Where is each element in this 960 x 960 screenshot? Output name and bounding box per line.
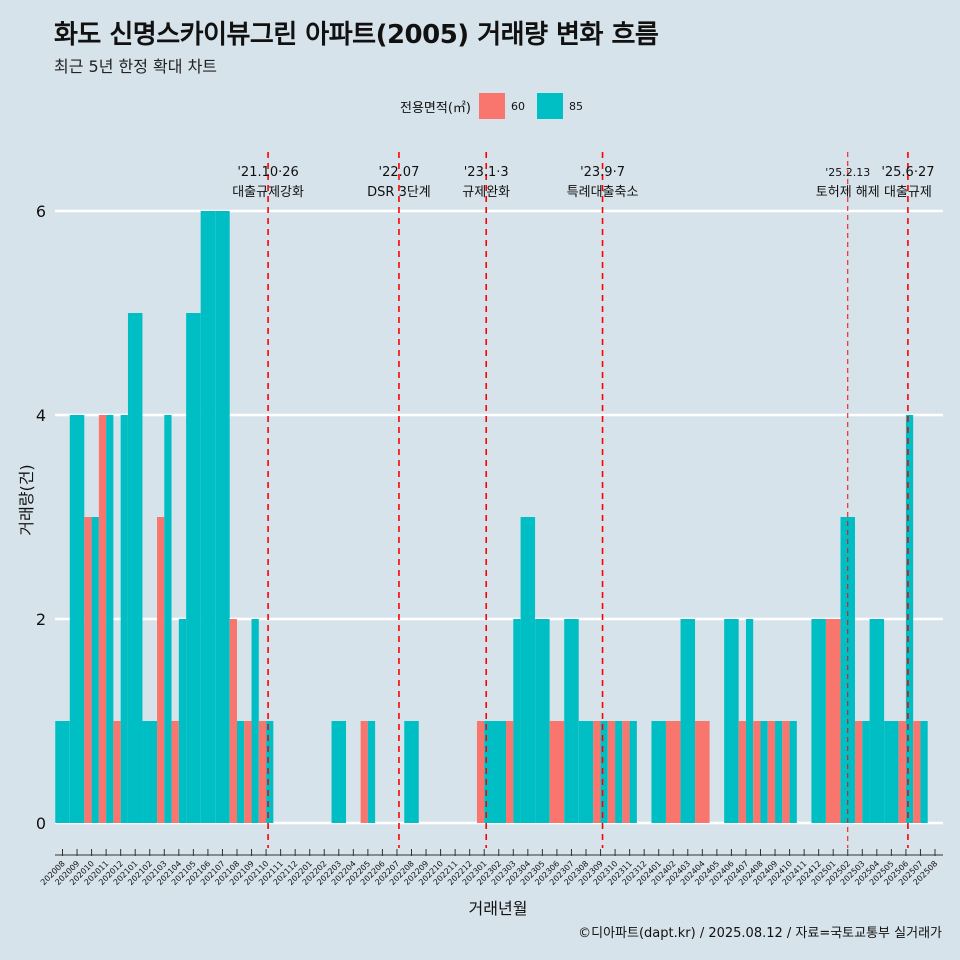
event-date-label: '23.1·3 bbox=[464, 165, 509, 180]
bar-85-202106 bbox=[200, 211, 216, 823]
bar-85-202311 bbox=[629, 721, 637, 823]
bar-85-202009 bbox=[69, 415, 85, 823]
bar-85-202101 bbox=[127, 313, 143, 823]
bar-60-202309 bbox=[593, 721, 601, 823]
bar-85-202507 bbox=[920, 721, 928, 823]
bar-60-202503 bbox=[855, 721, 863, 823]
event-date-label: '25.2.13 bbox=[825, 166, 870, 179]
y-tick-label: 4 bbox=[36, 406, 46, 425]
bar-85-202110 bbox=[266, 721, 274, 823]
bar-85-202108 bbox=[237, 721, 245, 823]
bar-60-202011 bbox=[98, 415, 107, 823]
x-axis-title: 거래년월 bbox=[469, 899, 528, 918]
y-tick-label: 0 bbox=[36, 814, 46, 833]
legend: 전용면적(㎡) 60 85 bbox=[400, 92, 595, 120]
bar-85-202505 bbox=[884, 721, 899, 823]
bar-60-202408 bbox=[753, 721, 761, 823]
event-date-label: '22.07 bbox=[379, 165, 420, 180]
legend-label-60: 60 bbox=[510, 99, 525, 113]
bar-60-202310 bbox=[607, 721, 616, 823]
bar-85-202408 bbox=[760, 721, 768, 823]
event-date-label: '21.10·26 bbox=[237, 165, 298, 180]
bar-60-202306 bbox=[549, 721, 565, 823]
bar-60-202506 bbox=[898, 721, 906, 823]
bar-60-202311 bbox=[622, 721, 630, 823]
bar-85-202102 bbox=[142, 721, 157, 823]
bar-85-202109 bbox=[251, 619, 259, 823]
bar-85-202304 bbox=[520, 517, 536, 823]
bar-85-202208 bbox=[404, 721, 419, 823]
bar-60-202404 bbox=[695, 721, 710, 823]
bar-85-202403 bbox=[680, 619, 696, 823]
bar-85-202302 bbox=[491, 721, 506, 823]
bar-85-202301 bbox=[484, 721, 492, 823]
event-name-label: 규제완화 bbox=[462, 185, 510, 200]
event-name-label: 대출규제강화 bbox=[232, 185, 304, 200]
bar-85-202104 bbox=[178, 619, 187, 823]
bar-85-202412 bbox=[811, 619, 826, 823]
event-date-label: '23.9·7 bbox=[580, 165, 625, 180]
event-name-label: 토허제 해제 bbox=[816, 185, 880, 200]
bar-85-202308 bbox=[578, 721, 594, 823]
bar-60-202409 bbox=[767, 721, 776, 823]
y-axis-title: 거래량(건) bbox=[17, 464, 36, 535]
legend-label-85: 85 bbox=[568, 99, 583, 113]
y-tick-label: 2 bbox=[36, 610, 46, 629]
bar-60-202109 bbox=[244, 721, 252, 823]
legend-swatch-60 bbox=[478, 93, 505, 119]
bar-85-202008 bbox=[55, 721, 70, 823]
bar-85-202309 bbox=[600, 721, 608, 823]
chart-subtitle: 최근 5년 한정 확대 차트 bbox=[54, 57, 218, 76]
legend-title: 전용면적(㎡) bbox=[400, 100, 471, 116]
bar-60-202104 bbox=[171, 721, 179, 823]
bar-85-202310 bbox=[615, 721, 623, 823]
bar-60-202010 bbox=[84, 517, 92, 823]
event-date-label: '25.6·27 bbox=[881, 165, 934, 180]
bar-85-202103 bbox=[164, 415, 172, 823]
bar-85-202406 bbox=[724, 619, 739, 823]
bar-60-202501 bbox=[825, 619, 841, 823]
y-tick-label: 6 bbox=[36, 202, 46, 221]
bar-60-202301 bbox=[476, 721, 485, 823]
chart-title: 화도 신명스카이뷰그린 아파트(2005) 거래량 변화 흐름 bbox=[54, 20, 659, 50]
bar-60-202507 bbox=[913, 721, 921, 823]
bar-85-202410 bbox=[789, 721, 797, 823]
bar-85-202401 bbox=[651, 721, 666, 823]
bar-85-202506 bbox=[905, 415, 914, 823]
bar-85-202203 bbox=[331, 721, 347, 823]
event-name-label: 특례대출축소 bbox=[567, 185, 639, 200]
bar-60-202402 bbox=[666, 721, 681, 823]
source-caption: ©디아파트(dapt.kr) / 2025.08.12 / 자료=국토교통부 실… bbox=[578, 926, 942, 941]
bar-85-202107 bbox=[215, 211, 230, 823]
bar-60-202012 bbox=[113, 721, 121, 823]
bar-60-202108 bbox=[229, 619, 237, 823]
legend-swatch-85 bbox=[536, 93, 563, 119]
bar-60-202103 bbox=[157, 517, 165, 823]
bar-60-202110 bbox=[258, 721, 267, 823]
bar-85-202303 bbox=[513, 619, 521, 823]
bar-85-202503 bbox=[862, 721, 870, 823]
bar-60-202205 bbox=[360, 721, 368, 823]
bar-60-202407 bbox=[738, 721, 746, 823]
bar-85-202409 bbox=[775, 721, 783, 823]
bar-85-202407 bbox=[745, 619, 754, 823]
bar-60-202303 bbox=[506, 721, 514, 823]
event-name-label: DSR 3단계 bbox=[367, 185, 431, 200]
bar-85-202205 bbox=[367, 721, 376, 823]
bar-85-202012 bbox=[120, 415, 128, 823]
bar-85-202105 bbox=[186, 313, 201, 823]
bar-60-202410 bbox=[782, 721, 790, 823]
bar-85-202011 bbox=[106, 415, 114, 823]
bar-85-202504 bbox=[869, 619, 885, 823]
event-name-label: 대출규제 bbox=[884, 185, 932, 200]
bar-85-202305 bbox=[535, 619, 550, 823]
bar-85-202010 bbox=[91, 517, 99, 823]
bar-85-202307 bbox=[564, 619, 579, 823]
